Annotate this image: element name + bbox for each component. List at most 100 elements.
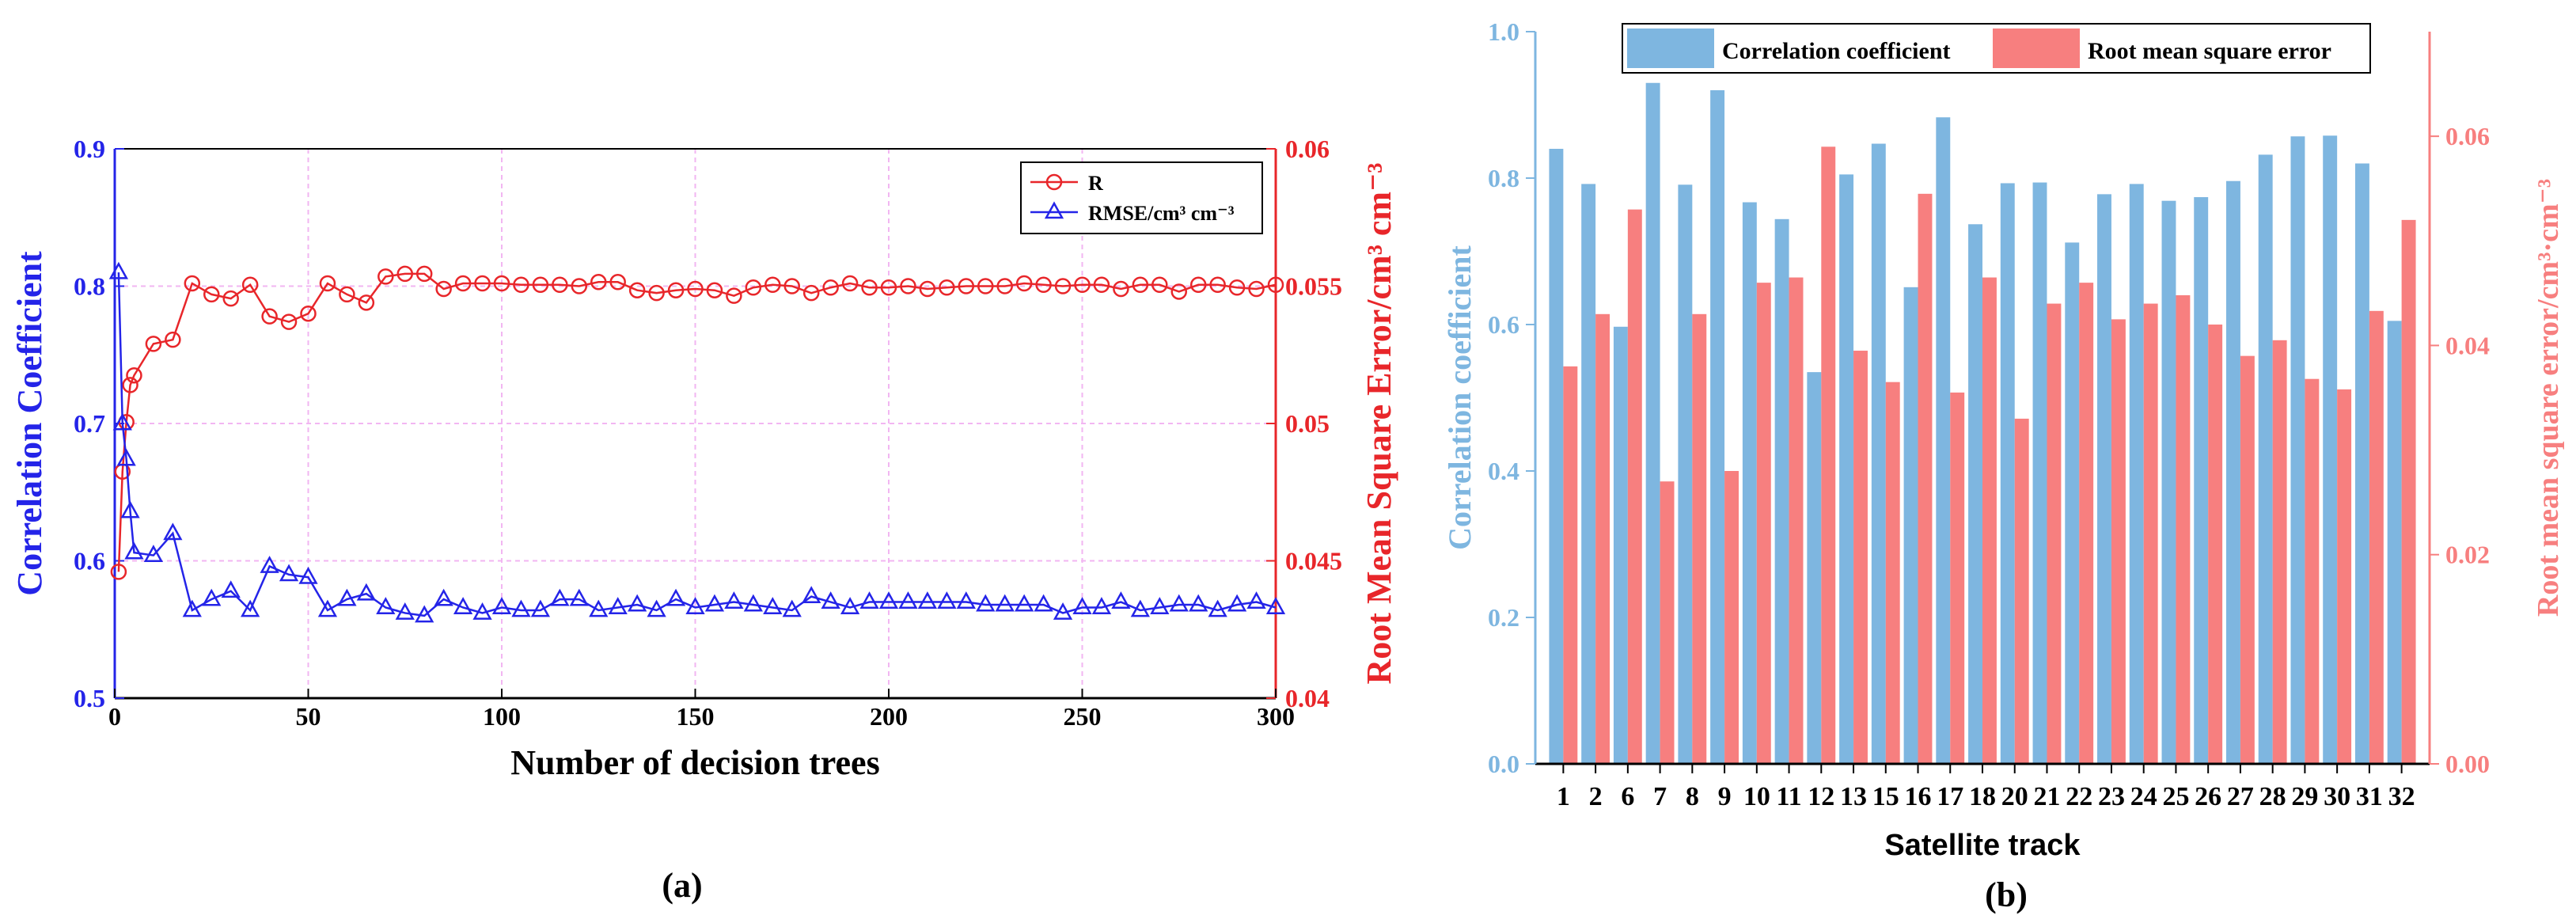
r-data-point xyxy=(667,282,685,298)
y-tick-label: 0.8 xyxy=(74,272,105,301)
rmse-data-point xyxy=(685,597,705,614)
correlation-bar xyxy=(1678,184,1693,764)
x-tick-label: 32 xyxy=(2388,782,2415,811)
rmse-data-point xyxy=(1072,597,1092,614)
panel-b-label: (b) xyxy=(1985,875,2028,914)
rmse-bar xyxy=(1756,283,1771,765)
r-data-point xyxy=(919,280,936,298)
x-tick-label: 15 xyxy=(1872,782,1899,811)
r-data-point xyxy=(203,286,220,303)
rmse-data-point xyxy=(589,599,609,617)
x-tick-label: 25 xyxy=(2162,782,2189,811)
rmse-bar xyxy=(1789,277,1804,764)
x-tick-label: 2 xyxy=(1589,782,1603,811)
rmse-data-point xyxy=(704,594,725,612)
r-data-point xyxy=(358,294,375,311)
r-data-point xyxy=(110,564,127,580)
correlation-bar xyxy=(2065,242,2080,764)
r-data-point xyxy=(126,367,142,384)
x-tick-label: 9 xyxy=(1718,782,1732,811)
rmse-data-point xyxy=(1208,599,1227,617)
rmse-data-point xyxy=(395,602,415,620)
legend-marker-rmse xyxy=(1044,201,1064,219)
r-data-point xyxy=(1035,276,1052,294)
y2-tick-label: 0.00 xyxy=(2445,750,2490,778)
rmse-data-point xyxy=(376,597,396,614)
correlation-bar xyxy=(2194,197,2209,765)
rmse-data-point xyxy=(241,599,260,617)
correlation-bar xyxy=(2097,194,2111,765)
x-tick-label: 26 xyxy=(2195,782,2221,811)
rmse-data-point xyxy=(1130,599,1150,617)
correlation-bar xyxy=(1710,90,1725,764)
rmse-bar xyxy=(2240,355,2255,765)
y-tick-label: 0.9 xyxy=(74,135,105,163)
rmse-data-point xyxy=(453,597,473,614)
correlation-bar xyxy=(2000,183,2015,765)
rmse-data-point xyxy=(279,564,299,582)
x-tick-label: 30 xyxy=(2324,782,2350,811)
rmse-bar xyxy=(2014,418,2029,764)
rmse-data-point xyxy=(840,597,860,614)
rmse-data-point xyxy=(666,588,686,606)
panel-a: 0 50 100 150 200 250 300 0.5 0.6 0.7 0.8 0.9 0.04 0.0… xyxy=(10,135,1398,782)
r-data-point xyxy=(1248,280,1265,298)
correlation-bar xyxy=(2290,136,2305,764)
x-tick-label: 100 xyxy=(483,702,521,731)
r-data-point xyxy=(319,275,336,292)
legend-label-rmse: RMSE/cm³ cm⁻³ xyxy=(1088,202,1235,225)
r-data-point xyxy=(261,308,278,325)
y2-tick-label: 0.02 xyxy=(2445,541,2490,569)
r-data-point xyxy=(802,284,820,302)
x-tick-label: 20 xyxy=(2001,782,2028,811)
y-tick-label: 0.2 xyxy=(1488,603,1519,632)
rmse-data-point xyxy=(569,588,589,606)
x-tick-label: 31 xyxy=(2356,782,2383,811)
x-tick-label: 16 xyxy=(1905,782,1932,811)
y2-tick-label: 0.06 xyxy=(1285,135,1330,163)
correlation-bar xyxy=(2226,180,2240,764)
r-data-point xyxy=(958,278,975,294)
rmse-data-point xyxy=(1091,597,1112,614)
rmse-bar xyxy=(2208,325,2223,764)
y-tick-label: 0.5 xyxy=(74,684,105,712)
rmse-bar xyxy=(2369,310,2384,765)
r-data-point xyxy=(122,377,138,393)
rmse-data-point xyxy=(1111,591,1131,609)
rmse-data-point xyxy=(116,448,136,466)
r-data-point xyxy=(1151,276,1168,294)
r-data-point xyxy=(435,280,452,298)
x-tick-label: 1 xyxy=(1557,782,1570,811)
panel-a-label: (a) xyxy=(662,866,702,905)
rmse-data-point xyxy=(182,599,202,617)
r-data-point xyxy=(764,276,781,294)
rmse-bar xyxy=(2337,389,2352,764)
r-data-point xyxy=(165,331,181,348)
legend-label-correlation: Correlation coefficient xyxy=(1722,38,1951,64)
rmse-bar xyxy=(2305,378,2320,764)
r-data-point xyxy=(300,305,317,322)
rmse-data-point xyxy=(550,588,570,606)
rmse-data-point xyxy=(356,583,376,601)
correlation-bar xyxy=(2258,154,2273,764)
rmse-bar xyxy=(1660,481,1675,764)
x-tick-label: 50 xyxy=(296,702,321,731)
r-data-point xyxy=(184,275,201,292)
r-data-point xyxy=(415,265,433,283)
y2-tick-label: 0.04 xyxy=(2445,331,2490,359)
rmse-data-point xyxy=(1015,594,1034,612)
r-data-point xyxy=(493,275,510,292)
x-axis-title: Number of decision trees xyxy=(510,743,879,782)
rmse-bar xyxy=(2176,295,2191,764)
x-tick-label: 27 xyxy=(2227,782,2254,811)
r-data-point xyxy=(1170,283,1187,300)
r-data-point xyxy=(687,280,704,298)
rmse-data-point xyxy=(859,591,879,609)
r-data-point xyxy=(745,279,762,296)
rmse-bar xyxy=(1724,471,1739,764)
r-data-point xyxy=(590,274,607,291)
rmse-data-point xyxy=(317,599,338,617)
rmse-bar xyxy=(1692,313,1707,764)
rmse-data-point xyxy=(1189,594,1208,612)
